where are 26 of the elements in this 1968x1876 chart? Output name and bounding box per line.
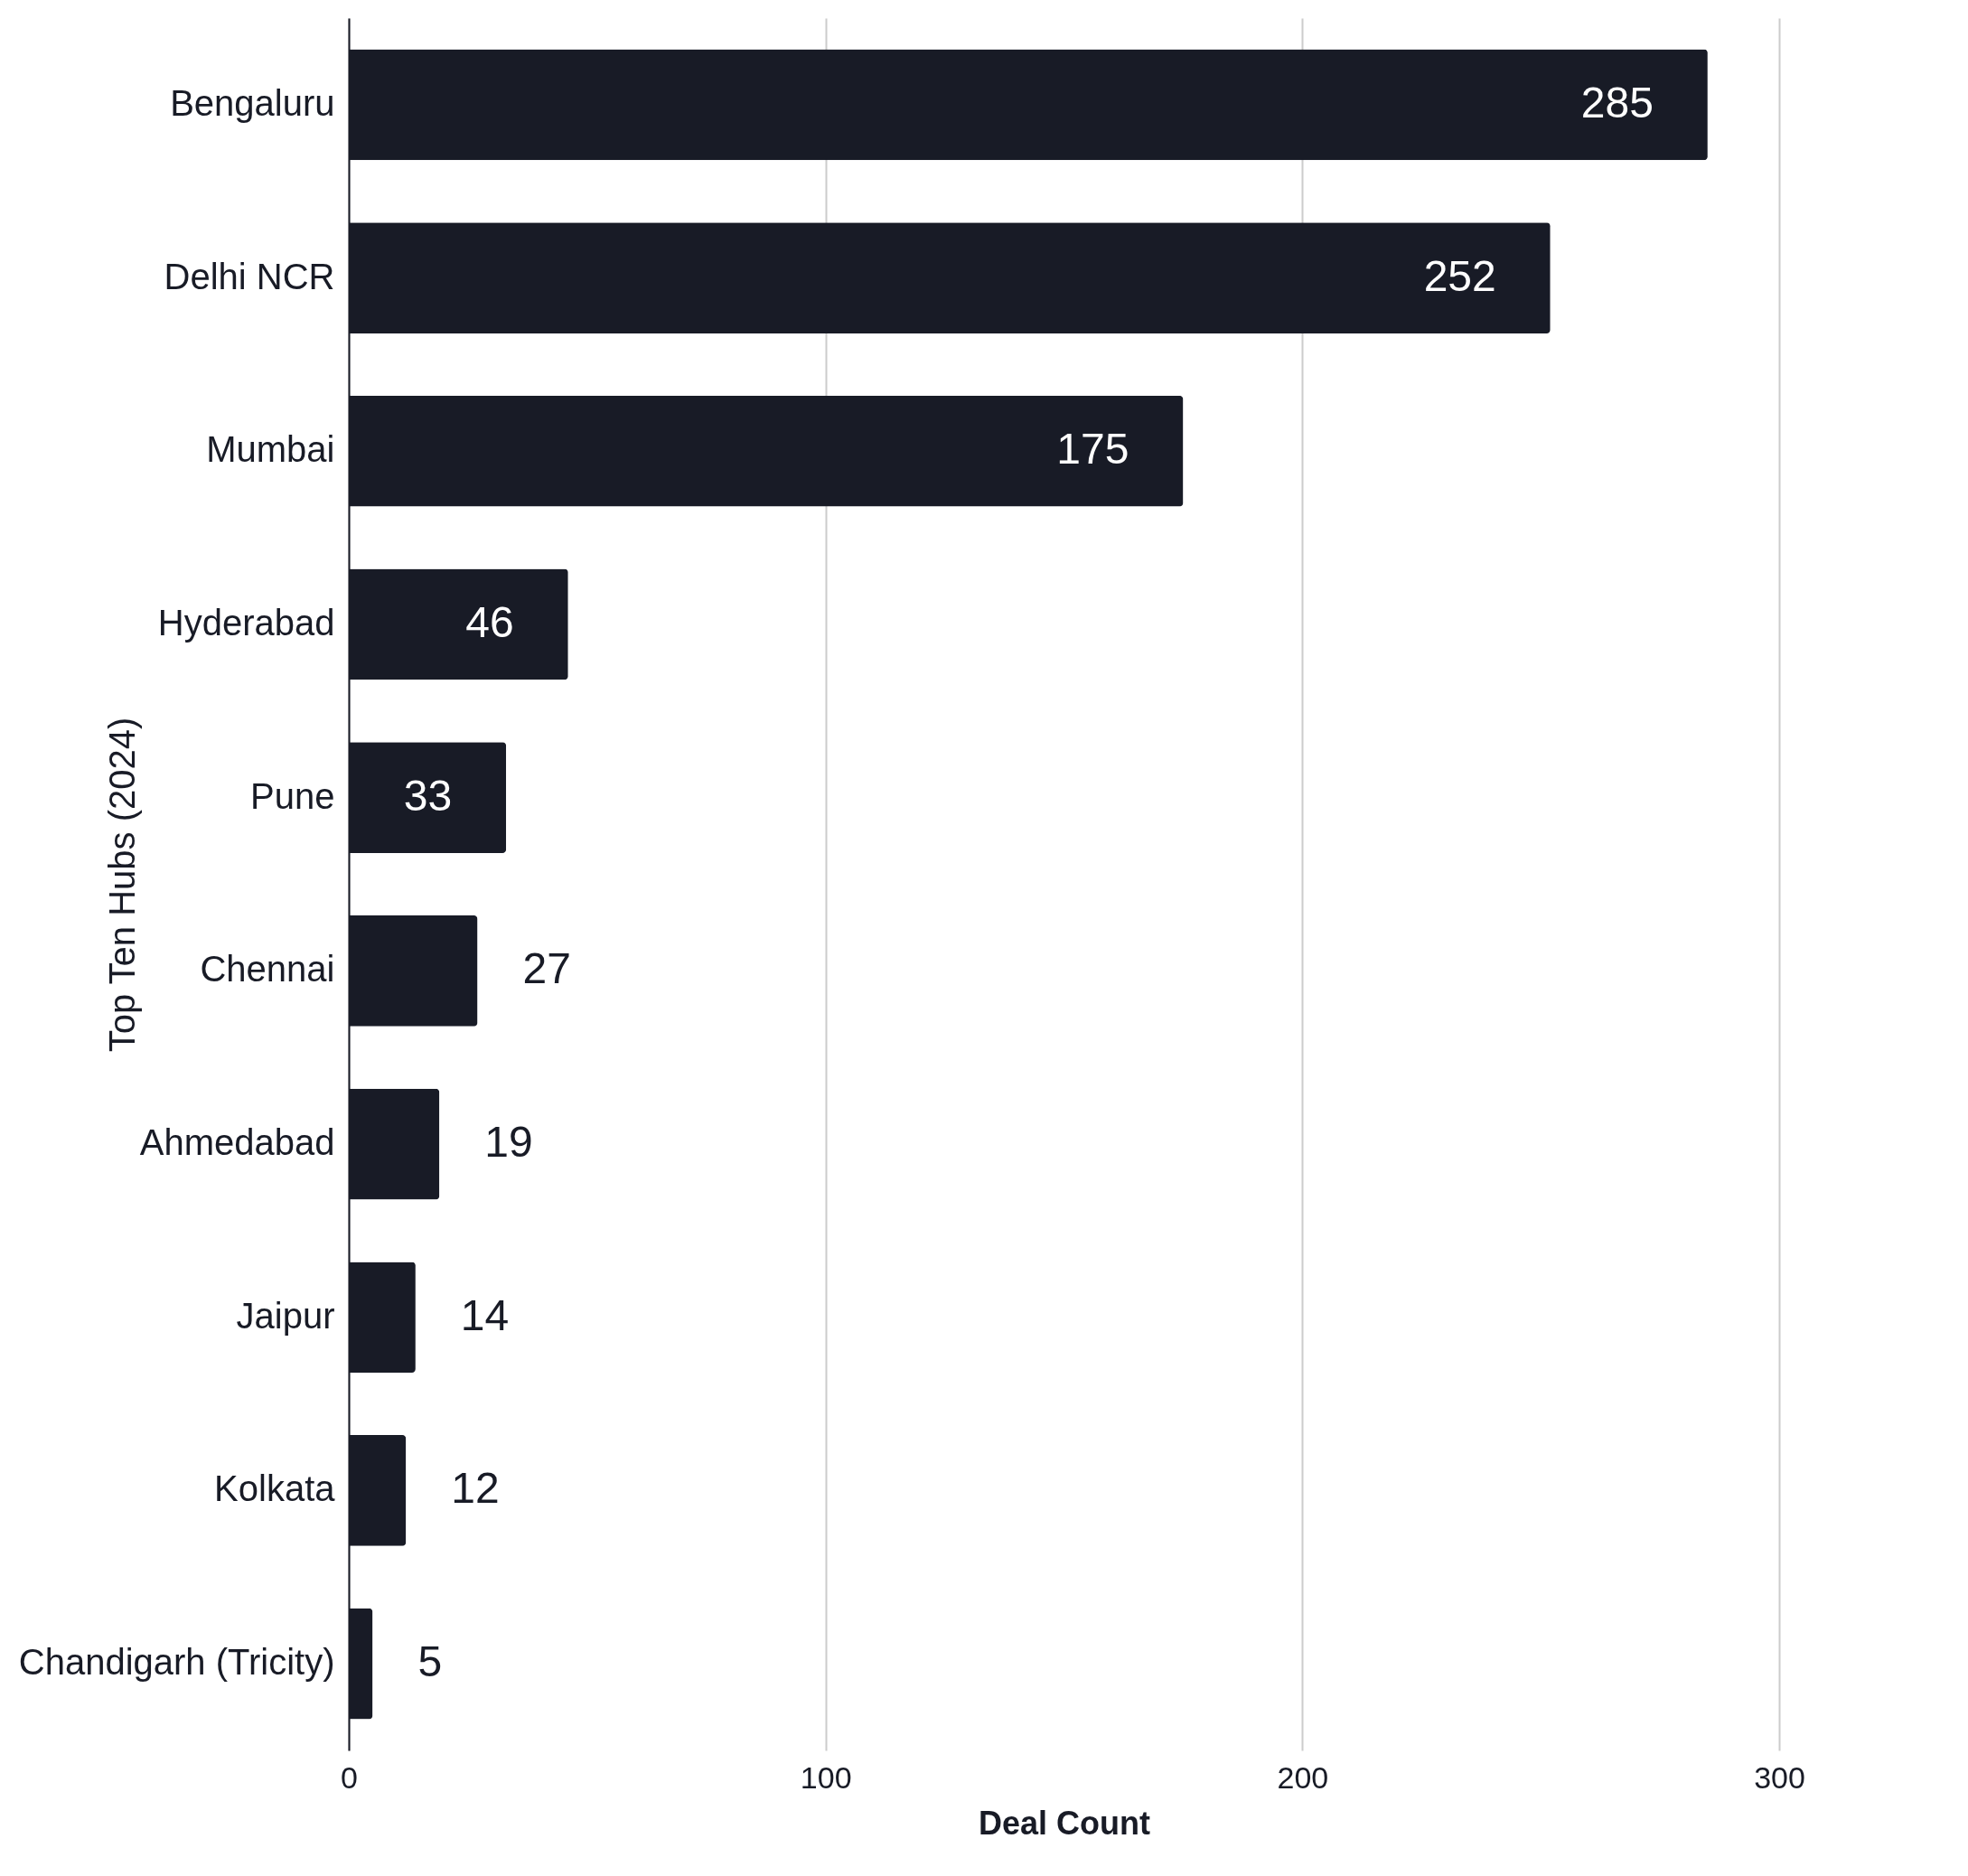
y-tick-label: Mumbai <box>206 429 335 470</box>
data-label: 175 <box>1056 425 1129 474</box>
y-tick-label: Jaipur <box>236 1295 335 1336</box>
y-tick-label: Hyderabad <box>157 602 335 643</box>
x-tick-label: 300 <box>1754 1759 1805 1795</box>
data-label: 46 <box>465 597 514 646</box>
data-label: 285 <box>1580 78 1654 127</box>
y-tick-label: Chennai <box>200 949 335 990</box>
y-tick-label: Delhi NCR <box>164 256 335 296</box>
data-label: 27 <box>522 944 571 993</box>
y-tick-label: Chandigarh (Tricity) <box>18 1642 335 1683</box>
data-label: 252 <box>1423 251 1496 300</box>
x-tick-label: 200 <box>1277 1759 1329 1795</box>
x-tick-label: 100 <box>800 1759 852 1795</box>
data-label: 19 <box>484 1118 533 1167</box>
y-tick-label: Ahmedabad <box>139 1122 335 1163</box>
data-label: 14 <box>460 1290 510 1339</box>
x-axis-title: Deal Count <box>978 1804 1151 1842</box>
data-label: 5 <box>417 1637 443 1686</box>
y-tick-label: Pune <box>250 775 335 816</box>
data-label: 33 <box>403 771 453 820</box>
data-label: 12 <box>451 1464 500 1513</box>
y-tick-label: Kolkata <box>214 1468 336 1509</box>
x-tick-label: 0 <box>341 1759 358 1795</box>
y-tick-label: Bengaluru <box>170 82 335 123</box>
y-axis-title: Top Ten Hubs (2024) <box>101 717 142 1053</box>
